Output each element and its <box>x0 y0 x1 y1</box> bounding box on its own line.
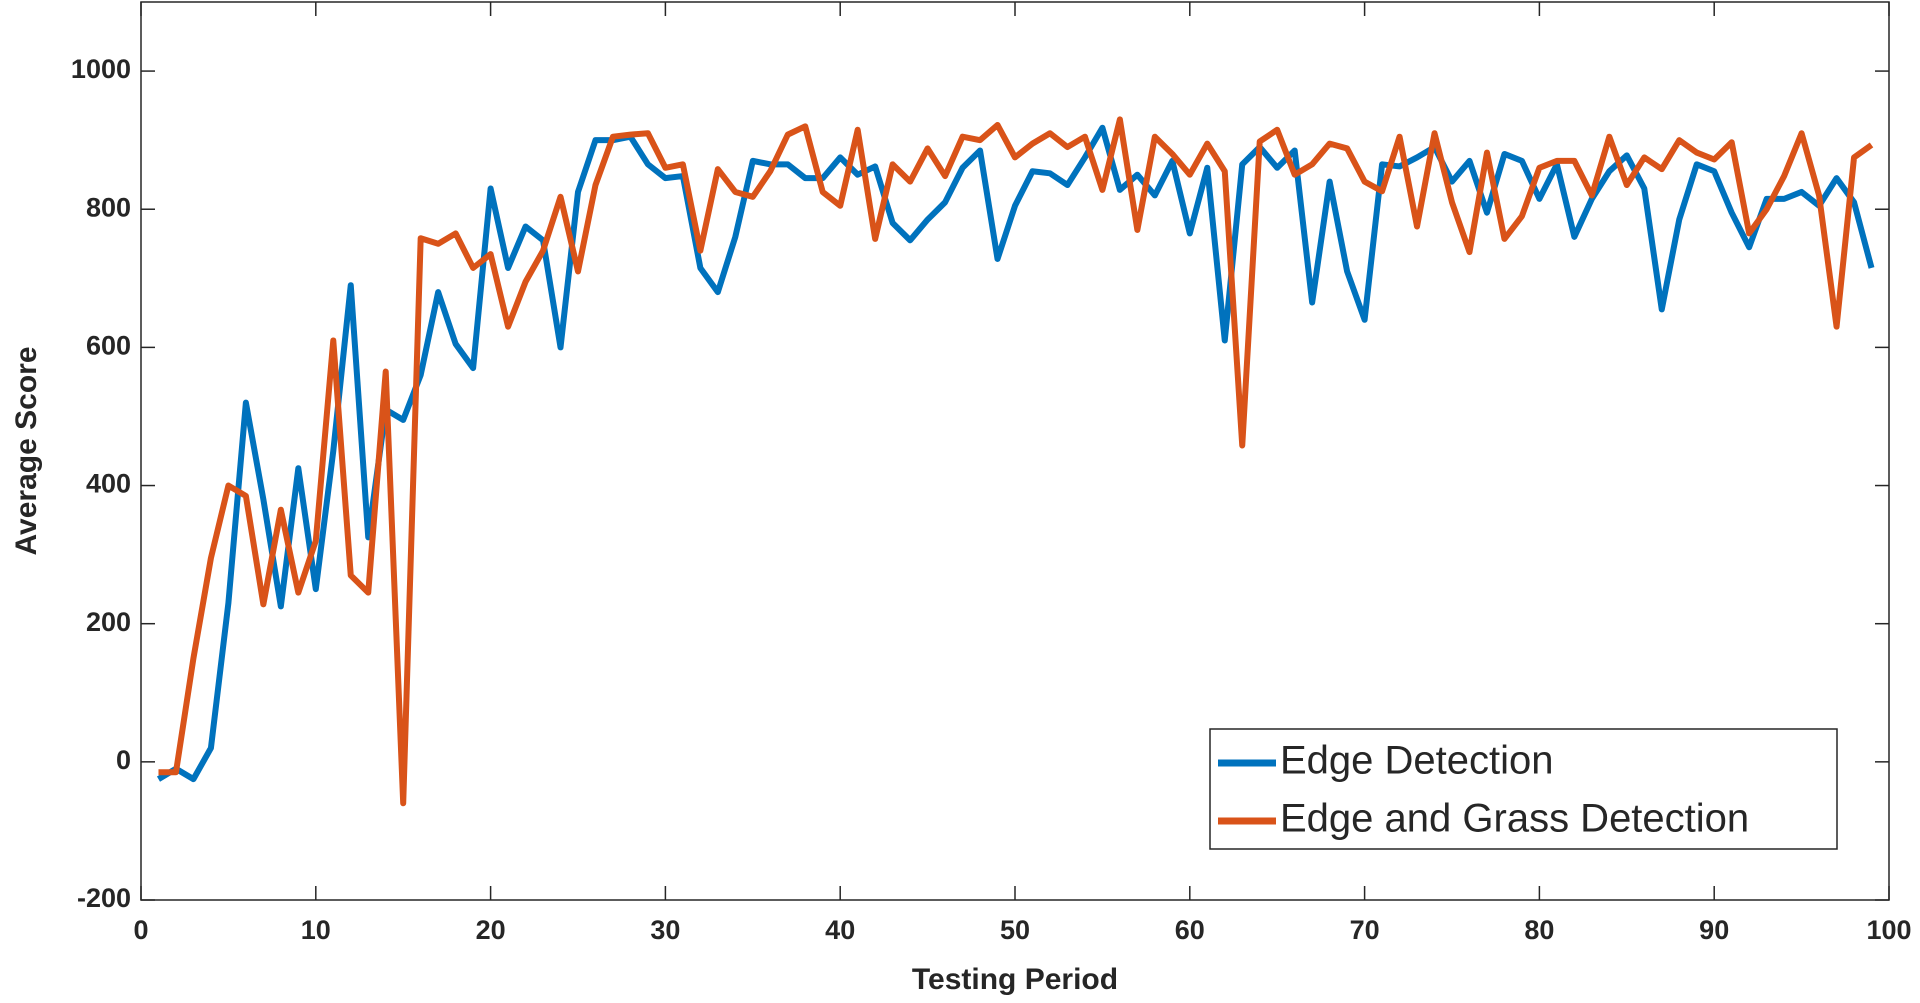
data-line <box>158 116 1874 807</box>
x-tick-label: 30 <box>650 915 680 945</box>
x-tick-label: 0 <box>133 915 148 945</box>
x-tick-label: 20 <box>476 915 506 945</box>
plot-frame <box>140 1 1890 901</box>
y-tick-label: 800 <box>86 192 131 222</box>
x-tick-label: 50 <box>1000 915 1030 945</box>
x-tick-label: 90 <box>1699 915 1729 945</box>
x-tick-label: 70 <box>1350 915 1380 945</box>
y-tick-label: 600 <box>86 331 131 361</box>
x-tick-label: 60 <box>1175 915 1205 945</box>
data-line <box>156 124 1875 783</box>
legend: Edge Detection Edge and Grass Detection <box>1209 728 1838 850</box>
x-axis-label: Testing Period <box>912 963 1118 996</box>
legend-label: Edge and Grass Detection <box>1280 797 1749 841</box>
y-tick-label: 0 <box>116 745 131 775</box>
x-tick-label: 100 <box>1866 915 1911 945</box>
legend-label: Edge Detection <box>1280 739 1554 783</box>
x-tick-label: 80 <box>1524 915 1554 945</box>
y-tick-label: 1000 <box>71 54 131 84</box>
legend-box <box>1209 728 1838 850</box>
y-tick-label: 200 <box>86 607 131 637</box>
y-tick-label: -200 <box>77 883 131 913</box>
y-axis-label: Average Score <box>10 346 43 555</box>
x-tick-label: 10 <box>301 915 331 945</box>
x-tick-label: 40 <box>825 915 855 945</box>
y-tick-label: 400 <box>86 469 131 499</box>
